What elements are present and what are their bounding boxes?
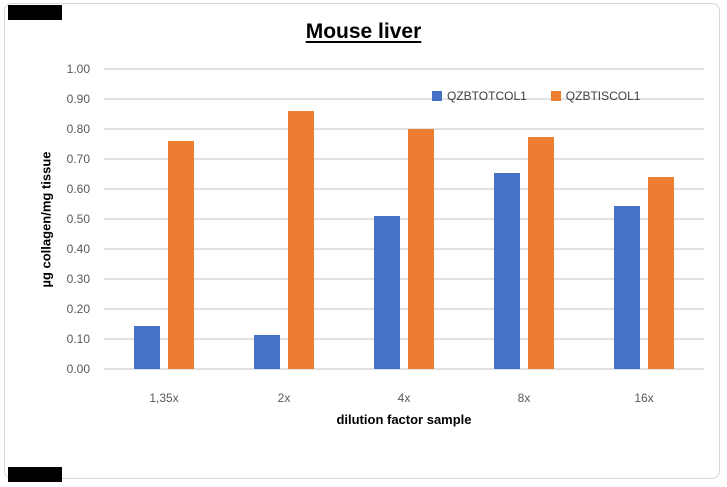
x-axis-title: dilution factor sample (336, 412, 472, 427)
legend-swatch-series1 (432, 91, 442, 101)
bar-QZBTISCOL1-2x (288, 111, 314, 369)
gridline (104, 68, 704, 70)
y-tick-label: 0.50 (66, 212, 90, 226)
bar-QZBTOTCOL1-4x (374, 216, 400, 369)
bar-QZBTISCOL1-4x (408, 129, 434, 369)
gridline (104, 158, 704, 160)
gridline (104, 368, 704, 370)
x-tick-label: 2x (277, 391, 291, 405)
redaction-box-bottom-left (8, 467, 62, 482)
x-tick-label: 1,35x (149, 391, 179, 405)
y-tick-label: 1.00 (66, 62, 90, 76)
y-tick-label: 0.80 (66, 122, 90, 136)
gridline (104, 128, 704, 130)
y-tick-label: 0.30 (66, 272, 90, 286)
y-tick-label: 0.40 (66, 242, 90, 256)
gridline (104, 98, 704, 100)
bar-QZBTOTCOL1-8x (494, 172, 520, 369)
x-tick-label: 4x (397, 391, 411, 405)
gridline (104, 308, 704, 310)
gridline (104, 188, 704, 190)
bar-QZBTISCOL1-8x (528, 136, 554, 369)
legend-label-series2: QZBTISCOL1 (565, 89, 641, 103)
legend-item-series1: QZBTOTCOL1 (432, 89, 527, 103)
chart-title: Mouse liver (305, 20, 422, 43)
y-tick-label: 0.10 (66, 332, 90, 346)
legend-swatch-series2 (550, 91, 561, 101)
chart-frame (4, 3, 720, 479)
redaction-box-top-left (8, 5, 62, 20)
y-tick-label: 0.20 (66, 302, 90, 316)
bar-QZBTISCOL1-16x (648, 177, 674, 369)
bar-QZBTOTCOL1-2x (254, 334, 280, 369)
x-tick-label: 16x (634, 391, 654, 405)
gridline (104, 338, 704, 340)
bar-QZBTISCOL1-1,35x (168, 141, 194, 369)
y-tick-label: 0.70 (66, 152, 90, 166)
x-tick-label: 8x (517, 391, 531, 405)
gridline (104, 278, 704, 280)
legend: QZBTOTCOL1 QZBTISCOL1 (432, 89, 640, 103)
legend-item-series2: QZBTISCOL1 (550, 89, 641, 103)
gridline (104, 218, 704, 220)
y-tick-label: 0.60 (66, 182, 90, 196)
y-tick-label: 0.00 (66, 362, 90, 376)
gridline (104, 248, 704, 250)
y-tick-label: 0.90 (66, 92, 90, 106)
plot-area (104, 68, 704, 370)
bar-QZBTOTCOL1-16x (614, 205, 640, 369)
bar-QZBTOTCOL1-1,35x (134, 325, 160, 369)
legend-label-series1: QZBTOTCOL1 (447, 89, 527, 103)
